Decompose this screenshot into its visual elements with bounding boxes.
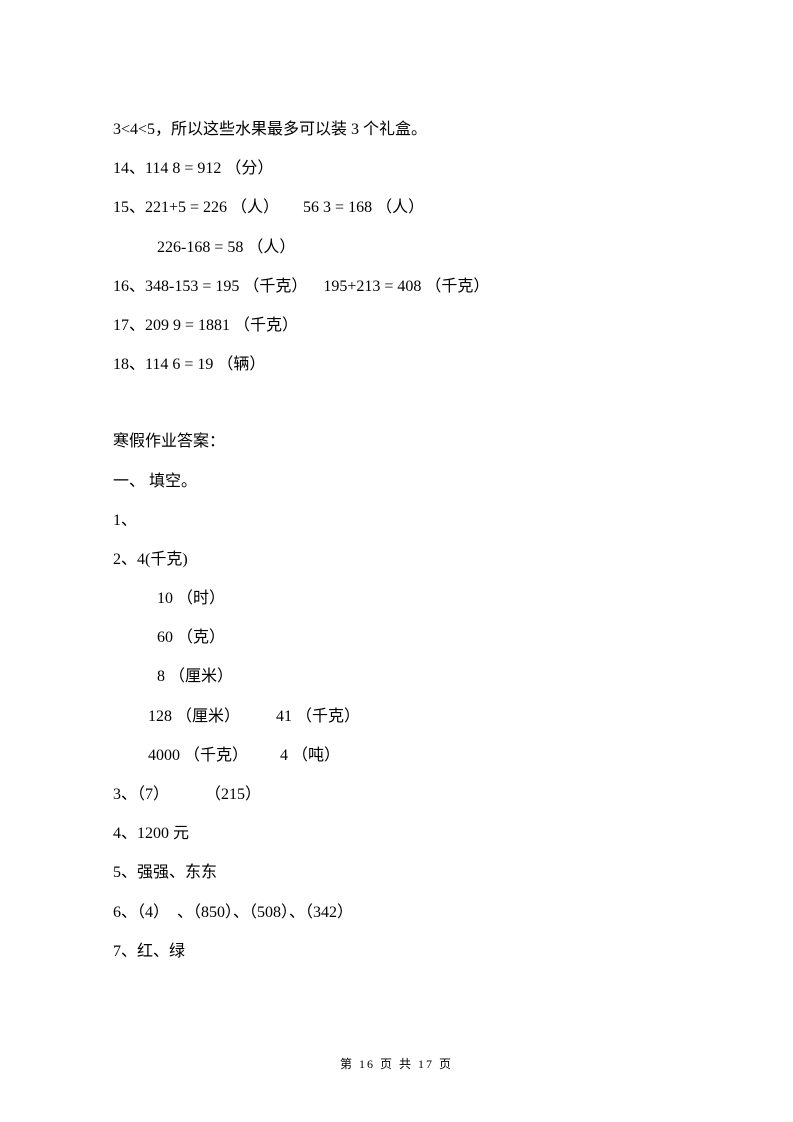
text-line-6: 17、209 9 = 1881 （千克） — [113, 306, 680, 345]
text-line-19: 5、强强、东东 — [113, 853, 680, 892]
text-line-10: 1、 — [113, 501, 680, 540]
page-footer: 第 16 页 共 17 页 — [0, 1055, 793, 1072]
text-line-21: 7、红、绿 — [113, 932, 680, 971]
text-line-17: 3、（7） （215） — [113, 775, 680, 814]
text-line-7: 18、114 6 = 19 （辆） — [113, 345, 680, 384]
text-line-5: 16、348-153 = 195 （千克） 195+213 = 408 （千克） — [113, 267, 680, 306]
text-line-9: 一、 填空。 — [113, 462, 680, 501]
text-line-8: 寒假作业答案： — [113, 422, 680, 461]
text-line-14: 8 （厘米） — [113, 657, 680, 696]
text-line-15: 128 （厘米） 41 （千克） — [113, 697, 680, 736]
text-line-3: 15、221+5 = 226 （人） 56 3 = 168 （人） — [113, 188, 680, 227]
text-line-18: 4、1200 元 — [113, 814, 680, 853]
text-line-12: 10 （时） — [113, 579, 680, 618]
text-line-13: 60 （克） — [113, 618, 680, 657]
text-line-1: 3<4<5，所以这些水果最多可以装 3 个礼盒。 — [113, 110, 680, 149]
text-line-11: 2、4(千克) — [113, 540, 680, 579]
text-line-4: 226-168 = 58 （人） — [113, 228, 680, 267]
text-line-16: 4000 （千克） 4 （吨） — [113, 736, 680, 775]
blank-spacer — [113, 384, 680, 422]
text-line-2: 14、114 8 = 912 （分） — [113, 149, 680, 188]
text-line-20: 6、（4） 、（850）、（508）、（342） — [113, 893, 680, 932]
